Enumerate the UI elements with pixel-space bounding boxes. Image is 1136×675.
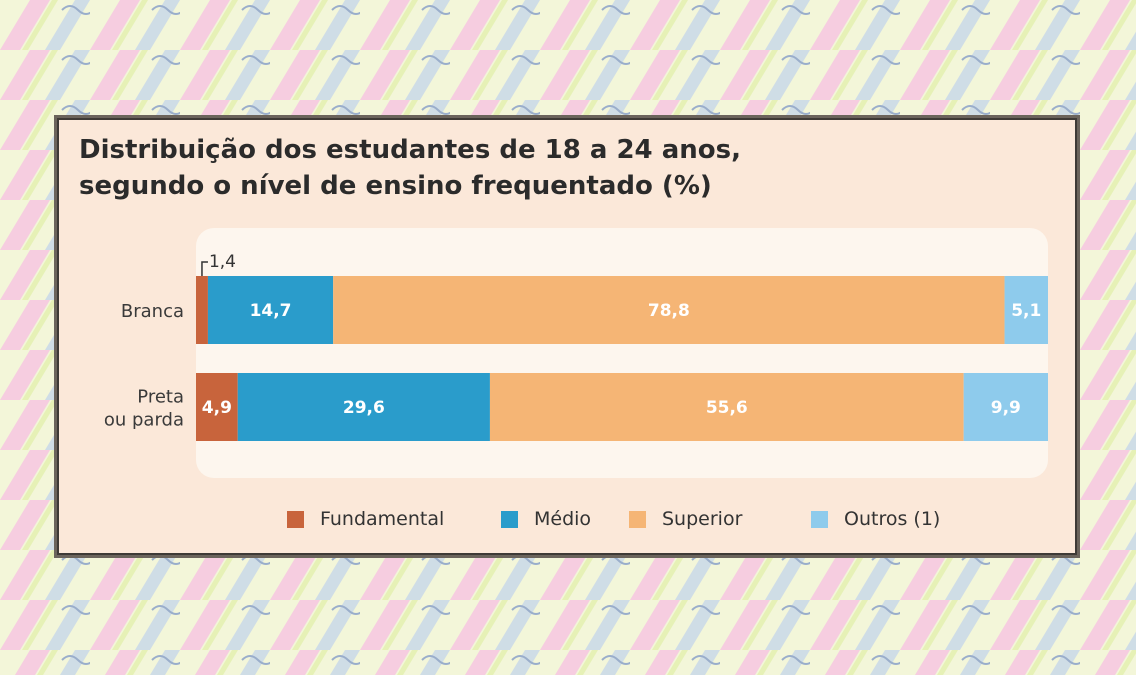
data-label: 9,9 [991, 398, 1021, 418]
data-label: 78,8 [648, 301, 690, 321]
legend-label: Superior [662, 508, 743, 530]
bar-segment [196, 276, 208, 344]
legend-item: Outros (1) [811, 504, 940, 534]
legend-swatch [629, 510, 646, 528]
legend-swatch [287, 510, 304, 528]
legend-item: Superior [629, 504, 742, 534]
bar-segment [963, 373, 1048, 441]
annotation-leader-line [201, 261, 208, 276]
legend-label: Outros (1) [844, 508, 941, 530]
category-label: Preta [137, 387, 184, 408]
legend-item: Médio [501, 504, 591, 534]
data-label: 55,6 [706, 398, 748, 418]
legend-swatch [501, 510, 518, 528]
bar-segment [207, 276, 334, 344]
bar-segment [489, 373, 964, 441]
legend-item: Fundamental [287, 504, 444, 534]
data-label: 4,9 [202, 398, 232, 418]
bar-segment [196, 373, 238, 441]
bar-segment [1004, 276, 1048, 344]
legend-swatch [811, 510, 828, 528]
chart-title: Distribuição dos estudantes de 18 a 24 a… [79, 132, 741, 204]
legend-label: Médio [534, 508, 592, 530]
data-label: 14,7 [250, 301, 292, 321]
bar-segment [333, 276, 1005, 344]
legend-label: Fundamental [320, 508, 445, 530]
chart-card: Distribuição dos estudantes de 18 a 24 a… [57, 118, 1077, 555]
data-label: 5,1 [1011, 301, 1041, 321]
chart-subtitle: segundo o nível de ensino frequentado (%… [79, 171, 712, 201]
category-label: Branca [121, 301, 184, 322]
annotation-label: 1,4 [209, 252, 236, 272]
chart-legend: Fundamental Médio Superior Outros (1) [59, 504, 1075, 534]
bar-segment [237, 373, 490, 441]
chart-title-line1: Distribuição dos estudantes de 18 a 24 a… [79, 135, 741, 165]
category-label: ou parda [104, 410, 184, 431]
data-label: 29,6 [343, 398, 385, 418]
